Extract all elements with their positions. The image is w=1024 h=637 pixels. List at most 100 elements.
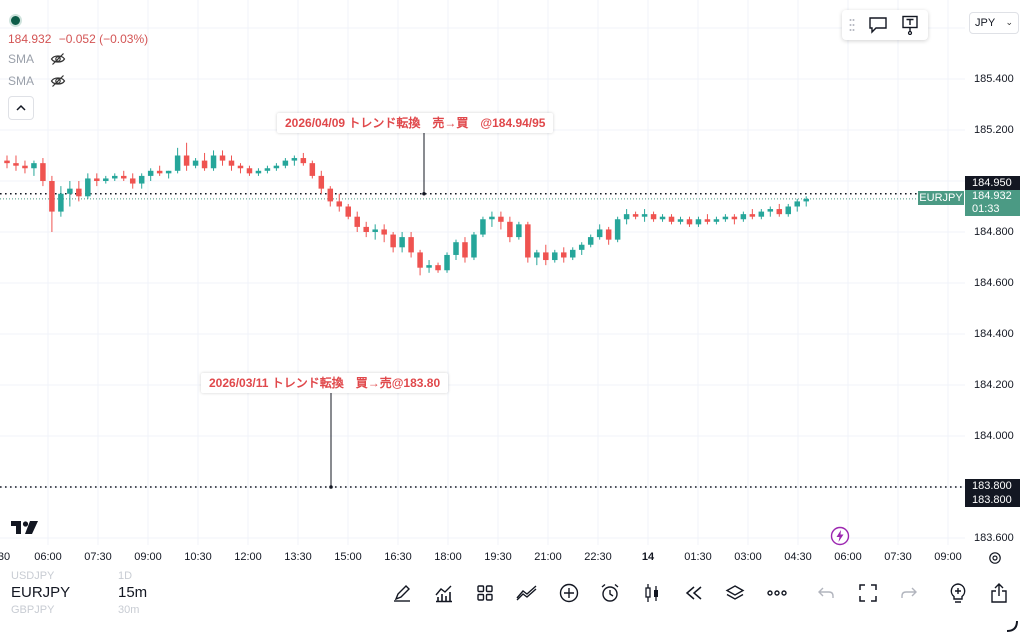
candle-body: [165, 170, 172, 174]
candle: [85, 173, 91, 199]
candle: [453, 239, 459, 261]
candle-body: [516, 224, 522, 238]
eye-hidden-icon[interactable]: [50, 73, 66, 89]
currency-select[interactable]: JPY ⌄: [969, 12, 1019, 34]
redo-button[interactable]: [897, 581, 921, 605]
candle-body: [156, 170, 163, 174]
current-price-tag: 184.932 01:33: [965, 190, 1020, 216]
candle: [704, 214, 711, 225]
candle-body: [129, 178, 136, 184]
sma-indicator-1[interactable]: SMA: [8, 48, 152, 70]
interval-prev[interactable]: 1D: [118, 570, 133, 582]
candle-body: [31, 163, 37, 169]
undo-icon: [818, 587, 834, 598]
candle: [390, 232, 396, 253]
sma-indicator-2[interactable]: SMA: [8, 70, 152, 92]
time-tick-label: 01:30: [684, 551, 712, 563]
compare-lines-icon: [516, 585, 537, 601]
candle-body: [219, 155, 226, 161]
objects-button[interactable]: [723, 581, 747, 605]
candle-body: [354, 216, 360, 227]
chart-grid: [0, 0, 965, 545]
candle: [489, 211, 495, 227]
candle: [264, 165, 271, 174]
candle-body: [561, 252, 567, 258]
replay-button[interactable]: [682, 581, 706, 605]
symbol-next[interactable]: GBPJPY: [11, 604, 55, 616]
candle: [641, 209, 648, 222]
legend-change: −0.052 (−0.03%): [58, 32, 149, 46]
time-tick-label: 09:00: [134, 551, 162, 563]
text-tool-button[interactable]: [894, 10, 926, 40]
share-button[interactable]: [987, 581, 1011, 605]
symbol-prev[interactable]: USDJPY: [11, 570, 55, 582]
candle-body: [138, 175, 145, 184]
undo-button[interactable]: [814, 581, 838, 605]
sma-label: SMA: [8, 74, 35, 88]
bottom-toolbar: USDJPY EURJPY GBPJPY 1D 15m 30m: [0, 570, 1024, 637]
annotation-connectors: [329, 133, 426, 489]
candle: [31, 160, 37, 176]
drawing-tools-button[interactable]: [390, 581, 414, 605]
chart-legend: 184.932 −0.052 (−0.03%) SMA SMA: [8, 10, 152, 120]
candle: [767, 206, 774, 217]
settings-gear-icon[interactable]: [988, 551, 1002, 565]
annotation-label-bottom[interactable]: 2026/03/11 トレンド転換 買→売@183.80: [201, 373, 449, 393]
candle-body: [183, 155, 190, 166]
candle: [174, 147, 181, 174]
share-icon: [991, 583, 1007, 603]
resize-handle-icon[interactable]: [1003, 619, 1019, 633]
price-tick-label: 184.400: [974, 328, 1014, 340]
lightning-icon[interactable]: [830, 526, 850, 546]
candle-body: [552, 252, 558, 261]
layouts-button[interactable]: [473, 581, 497, 605]
annotation-anchor: [422, 191, 426, 196]
chart-indicators-icon: [435, 585, 452, 603]
candle: [282, 158, 289, 169]
candle: [354, 211, 360, 232]
candle: [722, 214, 729, 222]
fullscreen-button[interactable]: [856, 581, 880, 605]
alerts-button[interactable]: [598, 581, 622, 605]
candle: [94, 173, 100, 187]
candle-body: [381, 229, 387, 235]
price-tick-label: 185.200: [974, 124, 1014, 136]
candle: [516, 221, 522, 240]
interval-next[interactable]: 30m: [118, 604, 140, 616]
candle-body: [650, 214, 657, 220]
plus-circle-icon: [559, 583, 579, 603]
annotation-label-top[interactable]: 2026/04/09 トレンド転換 売→買 @184.94/95: [277, 113, 554, 133]
tradingview-logo[interactable]: [11, 521, 39, 534]
candle-body: [246, 168, 253, 174]
candle: [138, 173, 145, 189]
interval-picker[interactable]: 15m: [118, 584, 148, 601]
candle-body: [228, 160, 235, 166]
drag-handle-icon[interactable]: [842, 18, 862, 32]
chart-type-button[interactable]: [640, 581, 664, 605]
compare-button[interactable]: [515, 581, 539, 605]
time-tick-label: 22:30: [584, 551, 612, 563]
ideas-button[interactable]: [946, 581, 970, 605]
symbol-picker[interactable]: EURJPY: [11, 584, 71, 601]
candle-body: [605, 229, 612, 240]
candle-body: [543, 252, 549, 261]
candle: [578, 242, 585, 255]
candle: [569, 247, 576, 261]
candle-body: [776, 209, 783, 215]
candle-body: [453, 242, 459, 255]
indicators-button[interactable]: [432, 581, 456, 605]
candle-body: [399, 237, 405, 248]
candle: [507, 216, 513, 243]
candle: [219, 150, 226, 166]
candle-body: [578, 244, 585, 250]
comment-button[interactable]: [862, 10, 894, 40]
candle-body: [471, 234, 477, 258]
sma-label: SMA: [8, 52, 35, 66]
more-button[interactable]: [765, 581, 789, 605]
candle: [291, 155, 298, 166]
collapse-legend-button[interactable]: [8, 96, 34, 120]
eye-hidden-icon[interactable]: [50, 51, 66, 67]
add-button[interactable]: [557, 581, 581, 605]
candle: [659, 214, 666, 222]
